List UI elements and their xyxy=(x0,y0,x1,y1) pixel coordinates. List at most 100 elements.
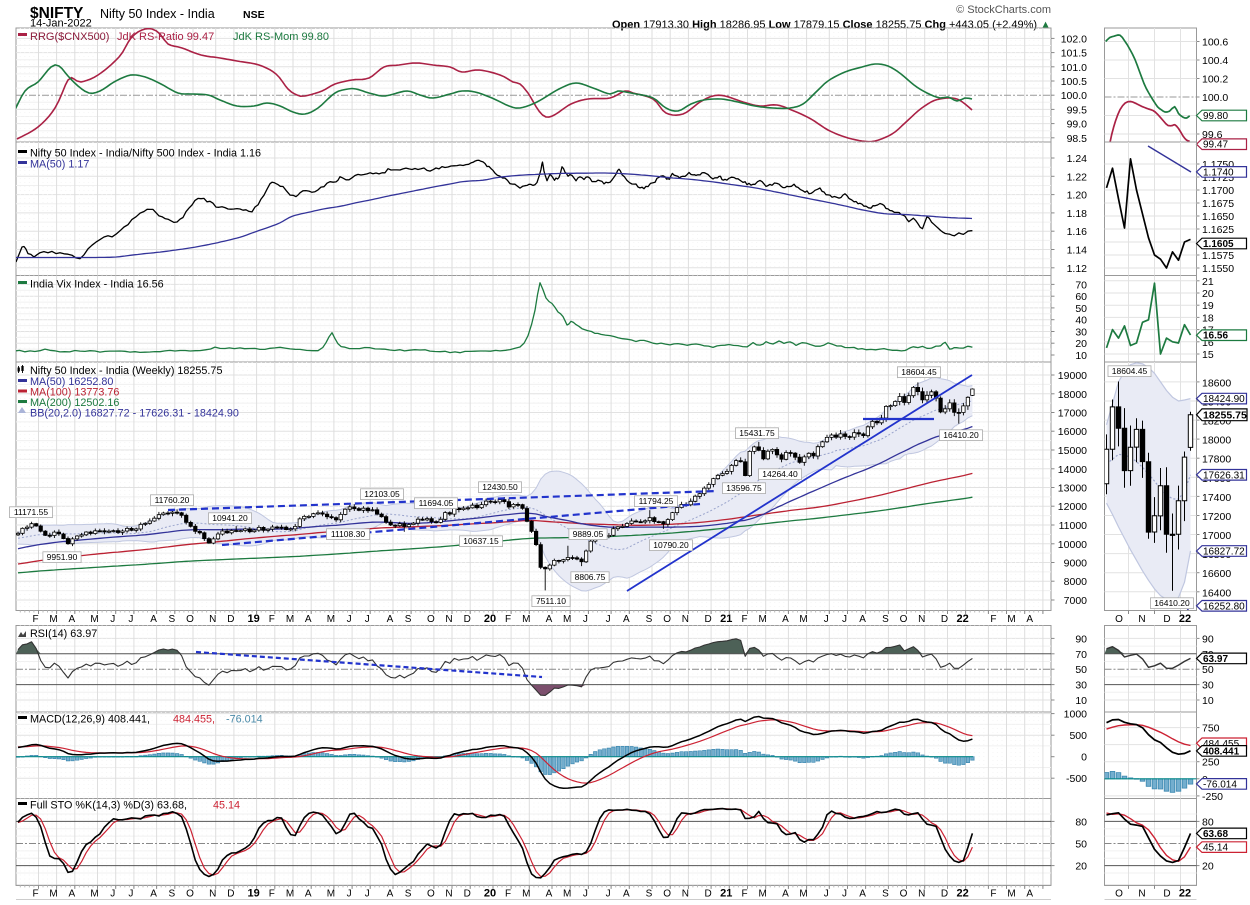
svg-text:F: F xyxy=(990,889,996,900)
svg-text:A: A xyxy=(305,889,312,900)
svg-text:D: D xyxy=(227,614,234,625)
svg-text:F: F xyxy=(269,614,275,625)
svg-text:A: A xyxy=(1026,889,1033,900)
svg-text:9889.05: 9889.05 xyxy=(573,529,604,539)
svg-text:15: 15 xyxy=(1202,349,1214,361)
svg-text:A: A xyxy=(859,614,866,625)
svg-text:O: O xyxy=(427,614,435,625)
svg-text:M: M xyxy=(759,614,767,625)
svg-text:16410.20: 16410.20 xyxy=(1154,598,1190,608)
svg-text:1.1550: 1.1550 xyxy=(1202,263,1234,275)
svg-text:11694.05: 11694.05 xyxy=(419,498,454,508)
svg-text:408.441: 408.441 xyxy=(1203,746,1240,757)
svg-text:India Vix Index - India 16.56: India Vix Index - India 16.56 xyxy=(30,279,164,291)
svg-text:F: F xyxy=(32,889,38,900)
svg-text:8000: 8000 xyxy=(1064,576,1088,588)
svg-text:S: S xyxy=(882,614,889,625)
svg-text:90: 90 xyxy=(1202,633,1214,645)
svg-text:17000: 17000 xyxy=(1058,408,1087,420)
svg-text:$NIFTY: $NIFTY xyxy=(30,5,84,22)
svg-text:A: A xyxy=(623,614,630,625)
svg-text:M: M xyxy=(286,614,294,625)
svg-text:M: M xyxy=(327,889,335,900)
svg-text:17200: 17200 xyxy=(1202,511,1231,523)
svg-text:100.2: 100.2 xyxy=(1202,74,1228,86)
svg-text:17000: 17000 xyxy=(1202,530,1231,542)
svg-text:16.56: 16.56 xyxy=(1203,331,1228,342)
svg-text:11794.25: 11794.25 xyxy=(639,496,674,506)
svg-text:30: 30 xyxy=(1075,680,1087,692)
svg-text:M: M xyxy=(522,889,530,900)
svg-text:16400: 16400 xyxy=(1202,587,1231,599)
svg-text:1.22: 1.22 xyxy=(1067,171,1088,183)
svg-text:N: N xyxy=(682,889,689,900)
svg-text:A: A xyxy=(68,889,75,900)
svg-text:50: 50 xyxy=(1202,664,1214,676)
svg-text:A: A xyxy=(859,889,866,900)
svg-text:A: A xyxy=(546,889,553,900)
svg-text:11760.20: 11760.20 xyxy=(155,495,190,505)
svg-text:98.5: 98.5 xyxy=(1067,133,1088,145)
svg-text:NSE: NSE xyxy=(243,9,265,21)
svg-text:S: S xyxy=(405,889,412,900)
svg-text:N: N xyxy=(682,614,689,625)
svg-text:21: 21 xyxy=(1202,276,1214,288)
svg-text:-76.014: -76.014 xyxy=(1203,779,1237,790)
svg-text:14264.40: 14264.40 xyxy=(762,469,798,479)
svg-text:N: N xyxy=(445,614,452,625)
svg-text:1000: 1000 xyxy=(1064,709,1088,721)
svg-text:484.455,: 484.455, xyxy=(173,714,215,726)
svg-text:16827.72: 16827.72 xyxy=(1203,547,1245,558)
svg-text:10: 10 xyxy=(1202,695,1214,707)
svg-text:20: 20 xyxy=(1202,861,1214,873)
svg-text:19000: 19000 xyxy=(1058,370,1087,382)
svg-text:1.1700: 1.1700 xyxy=(1202,185,1234,197)
svg-text:J: J xyxy=(128,889,133,900)
svg-text:A: A xyxy=(1026,614,1033,625)
svg-text:10637.15: 10637.15 xyxy=(463,536,499,546)
svg-text:J: J xyxy=(824,614,829,625)
svg-text:16600: 16600 xyxy=(1202,568,1231,580)
svg-text:A: A xyxy=(305,614,312,625)
svg-text:A: A xyxy=(68,614,75,625)
svg-text:M: M xyxy=(90,889,98,900)
svg-text:F: F xyxy=(505,889,511,900)
svg-text:N: N xyxy=(918,614,925,625)
svg-text:45.14: 45.14 xyxy=(213,800,240,812)
svg-text:7000: 7000 xyxy=(1064,595,1088,607)
svg-text:1.20: 1.20 xyxy=(1067,190,1088,202)
svg-text:MA(200) 12502.16: MA(200) 12502.16 xyxy=(30,397,119,409)
svg-text:70: 70 xyxy=(1075,649,1087,661)
svg-text:Full STO %K(14,3) %D(3) 63.68,: Full STO %K(14,3) %D(3) 63.68, xyxy=(30,800,187,812)
svg-text:J: J xyxy=(347,889,352,900)
svg-text:9000: 9000 xyxy=(1064,558,1088,570)
svg-text:50: 50 xyxy=(1075,303,1087,315)
svg-text:10941.20: 10941.20 xyxy=(212,513,248,523)
svg-text:12000: 12000 xyxy=(1058,501,1087,513)
svg-text:12103.05: 12103.05 xyxy=(364,489,400,499)
svg-text:7511.10: 7511.10 xyxy=(536,596,566,606)
svg-text:1.1605: 1.1605 xyxy=(1203,239,1234,250)
svg-text:100.0: 100.0 xyxy=(1202,92,1228,104)
svg-text:63.97: 63.97 xyxy=(1203,654,1228,665)
svg-text:-500: -500 xyxy=(1066,773,1087,785)
svg-text:21: 21 xyxy=(720,613,732,625)
svg-text:8806.75: 8806.75 xyxy=(575,572,606,582)
svg-text:30: 30 xyxy=(1075,327,1087,339)
svg-text:D: D xyxy=(704,889,711,900)
svg-text:18604.45: 18604.45 xyxy=(1112,366,1148,376)
svg-text:18000: 18000 xyxy=(1058,389,1087,401)
svg-text:1.1740: 1.1740 xyxy=(1203,167,1234,178)
svg-text:S: S xyxy=(882,889,889,900)
svg-text:A: A xyxy=(782,614,789,625)
svg-text:20: 20 xyxy=(1202,288,1214,300)
svg-text:1.1675: 1.1675 xyxy=(1202,198,1234,210)
svg-text:17800: 17800 xyxy=(1202,454,1231,466)
svg-text:30: 30 xyxy=(1202,680,1214,692)
svg-text:21: 21 xyxy=(720,888,732,900)
svg-text:10: 10 xyxy=(1075,695,1087,707)
svg-text:15000: 15000 xyxy=(1058,445,1087,457)
svg-text:20: 20 xyxy=(484,613,496,625)
svg-text:M: M xyxy=(49,614,57,625)
svg-text:© StockCharts.com: © StockCharts.com xyxy=(956,4,1051,16)
